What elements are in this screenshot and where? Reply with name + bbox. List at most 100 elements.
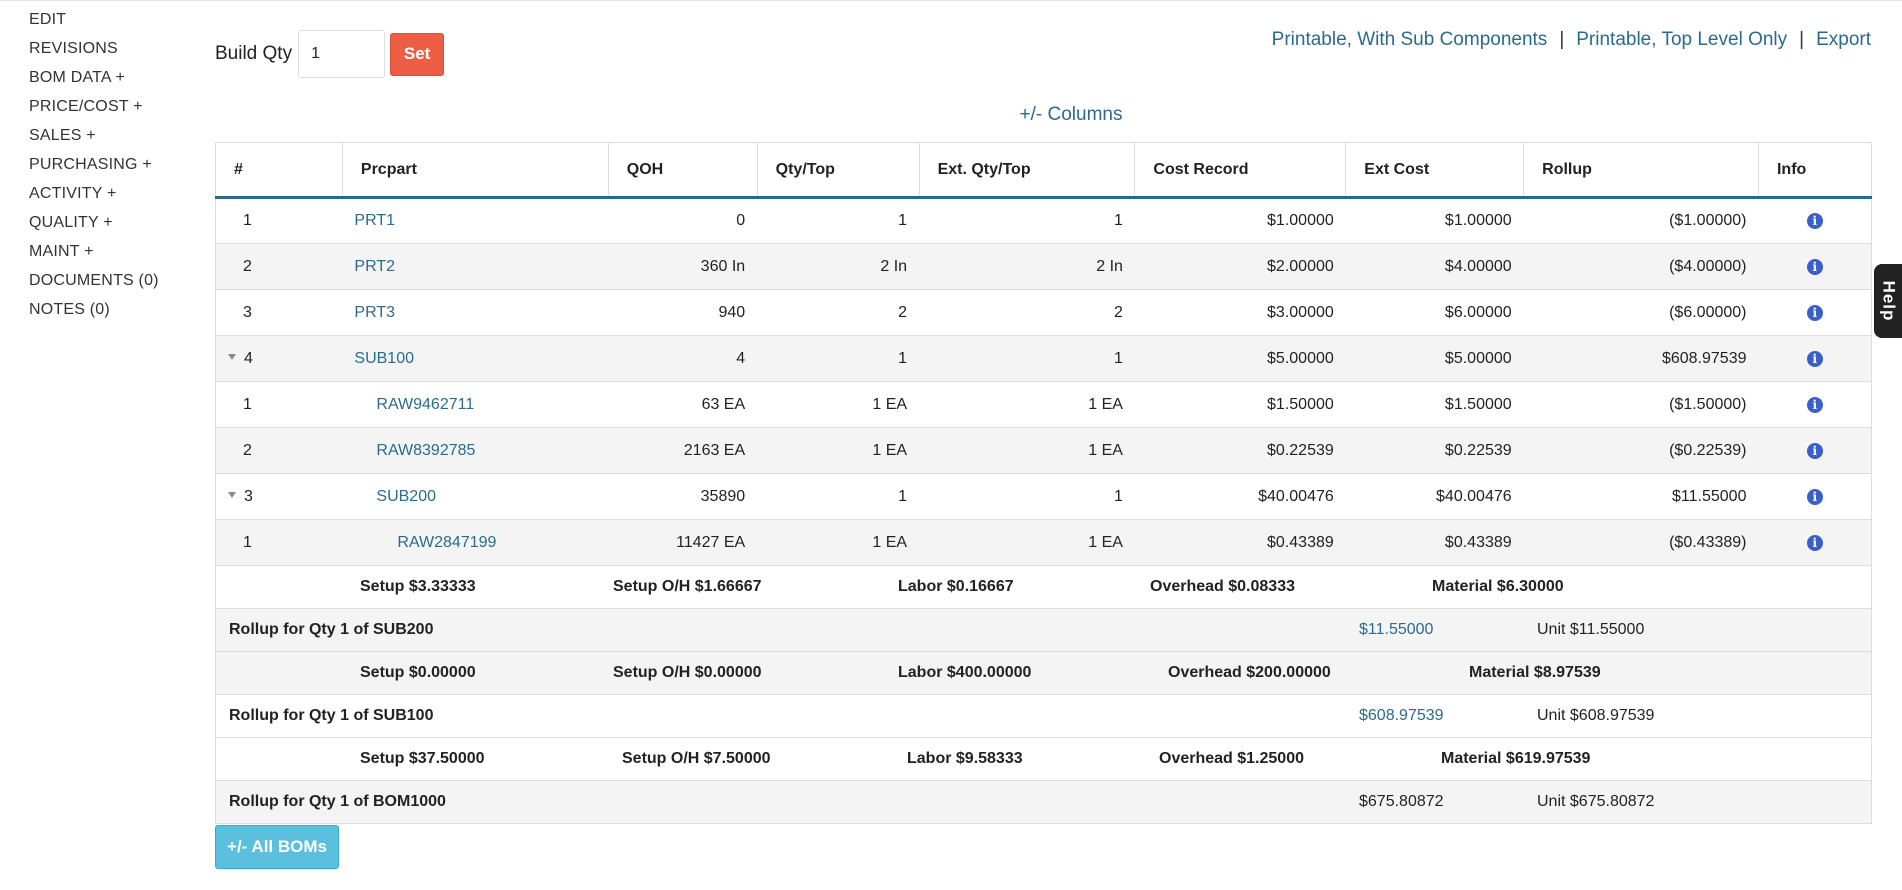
info-icon[interactable]: i xyxy=(1806,488,1823,505)
part-cell: RAW8392785 xyxy=(342,427,609,474)
sidebar-item-sales[interactable]: SALES + xyxy=(29,127,96,144)
part-link[interactable]: PRT2 xyxy=(354,257,395,275)
part-cell: RAW2847199 xyxy=(342,519,609,566)
sidebar-item-maint[interactable]: MAINT + xyxy=(29,243,94,260)
info-icon[interactable]: i xyxy=(1806,258,1823,275)
table-row: 2 PRT2 360 In 2 In 2 In $2.00000 $4.0000… xyxy=(215,243,1872,290)
rollup-label: Rollup for Qty 1 of BOM1000 xyxy=(229,793,446,810)
qoh-cell: 940 xyxy=(608,289,758,336)
part-cell: RAW9462711 xyxy=(342,381,609,428)
setup-cost: Setup $3.33333 xyxy=(360,578,476,595)
info-icon[interactable]: i xyxy=(1806,304,1823,321)
cost-record-cell: $1.50000 xyxy=(1134,381,1346,428)
qty-top-cell: 1 EA xyxy=(757,381,920,428)
sidebar-item-price-cost[interactable]: PRICE/COST + xyxy=(29,98,143,115)
col-header-info[interactable]: Info xyxy=(1758,142,1872,199)
rollup-unit: Unit $608.97539 xyxy=(1537,707,1655,724)
col-header-rollup[interactable]: Rollup xyxy=(1523,142,1759,199)
material-cost: Material $6.30000 xyxy=(1432,578,1564,595)
rollup-row: Rollup for Qty 1 of BOM1000 $675.80872 U… xyxy=(215,780,1872,824)
rollup-row: Rollup for Qty 1 of SUB200 $11.55000 Uni… xyxy=(215,608,1872,652)
table-row: 4 SUB100 4 1 1 $5.00000 $5.00000 $608.97… xyxy=(215,335,1872,382)
ext-cost-cell: $5.00000 xyxy=(1345,335,1524,382)
columns-toggle-link[interactable]: +/- Columns xyxy=(1019,104,1123,125)
sidebar-item-edit[interactable]: EDIT xyxy=(29,11,67,28)
setup-oh-cost: Setup O/H $7.50000 xyxy=(622,750,771,767)
printable-with-sub-components-link[interactable]: Printable, With Sub Components xyxy=(1271,29,1548,50)
bom-table: # Prcpart QOH Qty/Top Ext. Qty/Top Cost … xyxy=(215,142,1872,824)
rollup-value-link[interactable]: $11.55000 xyxy=(1359,621,1434,638)
qoh-cell: 0 xyxy=(608,197,758,244)
part-link[interactable]: SUB100 xyxy=(354,349,414,367)
sidebar-item-notes[interactable]: NOTES (0) xyxy=(29,301,110,318)
ext-cost-cell: $0.43389 xyxy=(1345,519,1524,566)
rollup-cell: $11.55000 xyxy=(1523,473,1759,520)
rollup-cell: ($4.00000) xyxy=(1523,243,1759,290)
info-cell: i xyxy=(1758,381,1872,428)
ext-qty-top-cell: 1 EA xyxy=(919,519,1135,566)
col-header-prcpart[interactable]: Prcpart xyxy=(342,142,609,199)
part-cell: SUB200 xyxy=(342,473,609,520)
table-row: 1 RAW9462711 63 EA 1 EA 1 EA $1.50000 $1… xyxy=(215,381,1872,428)
qoh-cell: 2163 EA xyxy=(608,427,758,474)
info-cell: i xyxy=(1758,427,1872,474)
rollup-label: Rollup for Qty 1 of SUB200 xyxy=(229,621,434,638)
sidebar-item-documents[interactable]: DOCUMENTS (0) xyxy=(29,272,159,289)
part-link[interactable]: SUB200 xyxy=(376,487,436,505)
ext-cost-cell: $40.00476 xyxy=(1345,473,1524,520)
set-button[interactable]: Set xyxy=(390,32,445,76)
sidebar-item-activity[interactable]: ACTIVITY + xyxy=(29,185,117,202)
col-header-num[interactable]: # xyxy=(215,142,343,199)
row-number: 4 xyxy=(215,335,343,382)
row-number-text: 3 xyxy=(244,487,253,505)
part-link[interactable]: RAW8392785 xyxy=(376,441,476,459)
sidebar-item-bom-data[interactable]: BOM DATA + xyxy=(29,69,126,86)
ext-qty-top-cell: 2 In xyxy=(919,243,1135,290)
col-header-cost-record[interactable]: Cost Record xyxy=(1134,142,1347,199)
info-icon[interactable]: i xyxy=(1806,213,1823,229)
table-row: 3 PRT3 940 2 2 $3.00000 $6.00000 ($6.000… xyxy=(215,289,1872,336)
labor-cost: Labor $400.00000 xyxy=(898,664,1032,681)
info-icon[interactable]: i xyxy=(1806,534,1823,551)
col-header-qoh[interactable]: QOH xyxy=(608,142,758,199)
part-link[interactable]: PRT3 xyxy=(354,303,395,321)
ext-cost-cell: $4.00000 xyxy=(1345,243,1524,290)
part-link[interactable]: RAW9462711 xyxy=(376,395,475,413)
row-number: 2 xyxy=(215,427,343,474)
rollup-unit: Unit $11.55000 xyxy=(1537,621,1645,638)
ext-qty-top-cell: 1 EA xyxy=(919,381,1135,428)
setup-oh-cost: Setup O/H $0.00000 xyxy=(613,664,762,681)
cost-record-cell: $3.00000 xyxy=(1134,289,1346,336)
build-qty-input[interactable] xyxy=(298,30,386,78)
part-link[interactable]: RAW2847199 xyxy=(397,533,497,551)
overhead-cost: Overhead $200.00000 xyxy=(1168,664,1331,681)
qoh-cell: 4 xyxy=(608,335,758,382)
sidebar-item-revisions[interactable]: REVISIONS xyxy=(29,40,118,57)
part-cell: PRT2 xyxy=(342,243,609,290)
help-tab[interactable]: Help xyxy=(1874,264,1902,338)
part-link[interactable]: PRT1 xyxy=(354,212,395,229)
table-row: 1 RAW2847199 11427 EA 1 EA 1 EA $0.43389… xyxy=(215,519,1872,566)
col-header-ext-qty-top[interactable]: Ext. Qty/Top xyxy=(919,142,1136,199)
sidebar-item-purchasing[interactable]: PURCHASING + xyxy=(29,156,152,173)
collapse-triangle-icon[interactable] xyxy=(228,354,236,361)
rollup-value-link[interactable]: $608.97539 xyxy=(1359,707,1444,724)
export-link[interactable]: Export xyxy=(1816,29,1871,50)
part-cell: PRT3 xyxy=(342,289,609,336)
col-header-ext-cost[interactable]: Ext Cost xyxy=(1345,142,1525,199)
sidebar-item-quality[interactable]: QUALITY + xyxy=(29,214,113,231)
qty-top-cell: 2 In xyxy=(757,243,920,290)
collapse-triangle-icon[interactable] xyxy=(228,492,236,499)
cost-record-cell: $1.00000 xyxy=(1134,197,1346,244)
rollup-value: $675.80872 xyxy=(1359,793,1444,810)
toggle-all-boms-button[interactable]: +/- All BOMs xyxy=(215,825,339,869)
setup-cost: Setup $37.50000 xyxy=(360,750,485,767)
col-header-qty-top[interactable]: Qty/Top xyxy=(757,142,920,199)
rollup-cell: ($0.43389) xyxy=(1523,519,1759,566)
info-icon[interactable]: i xyxy=(1806,396,1823,413)
table-header-row: # Prcpart QOH Qty/Top Ext. Qty/Top Cost … xyxy=(215,142,1872,199)
info-cell: i xyxy=(1758,519,1872,566)
printable-top-level-only-link[interactable]: Printable, Top Level Only xyxy=(1576,29,1788,50)
info-icon[interactable]: i xyxy=(1806,442,1823,459)
info-icon[interactable]: i xyxy=(1806,350,1823,367)
